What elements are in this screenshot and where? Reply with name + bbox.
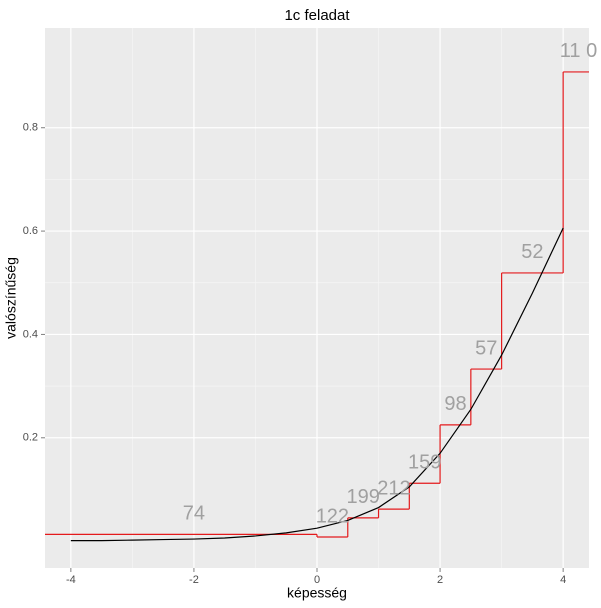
count-label: 159 [408, 452, 441, 474]
count-label: 212 [377, 477, 410, 499]
count-label: 52 [521, 241, 543, 263]
y-axis-label: valószínűség [3, 257, 19, 339]
y-tick-label: 0.8 [23, 122, 38, 134]
x-tick-label: 2 [437, 574, 443, 586]
x-tick-label: 0 [314, 574, 320, 586]
count-label: 57 [475, 337, 497, 359]
x-tick-label: -2 [189, 574, 199, 586]
marks [45, 71, 589, 542]
count-label: 11 0 [560, 40, 597, 62]
x-axis-label: képesség [287, 585, 347, 601]
y-tick-label: 0.4 [23, 328, 38, 340]
count-label: 199 [346, 486, 379, 508]
y-tick-label: 0.2 [23, 432, 38, 444]
count-label: 98 [444, 393, 466, 415]
chart-title: 1c feladat [284, 7, 350, 24]
x-tick-label: -4 [66, 574, 76, 586]
count-label: 74 [183, 503, 205, 525]
curve [70, 227, 564, 542]
x-tick-label: 4 [560, 574, 566, 586]
y-tick-label: 0.6 [23, 225, 38, 237]
count-label: 122 [316, 505, 349, 527]
